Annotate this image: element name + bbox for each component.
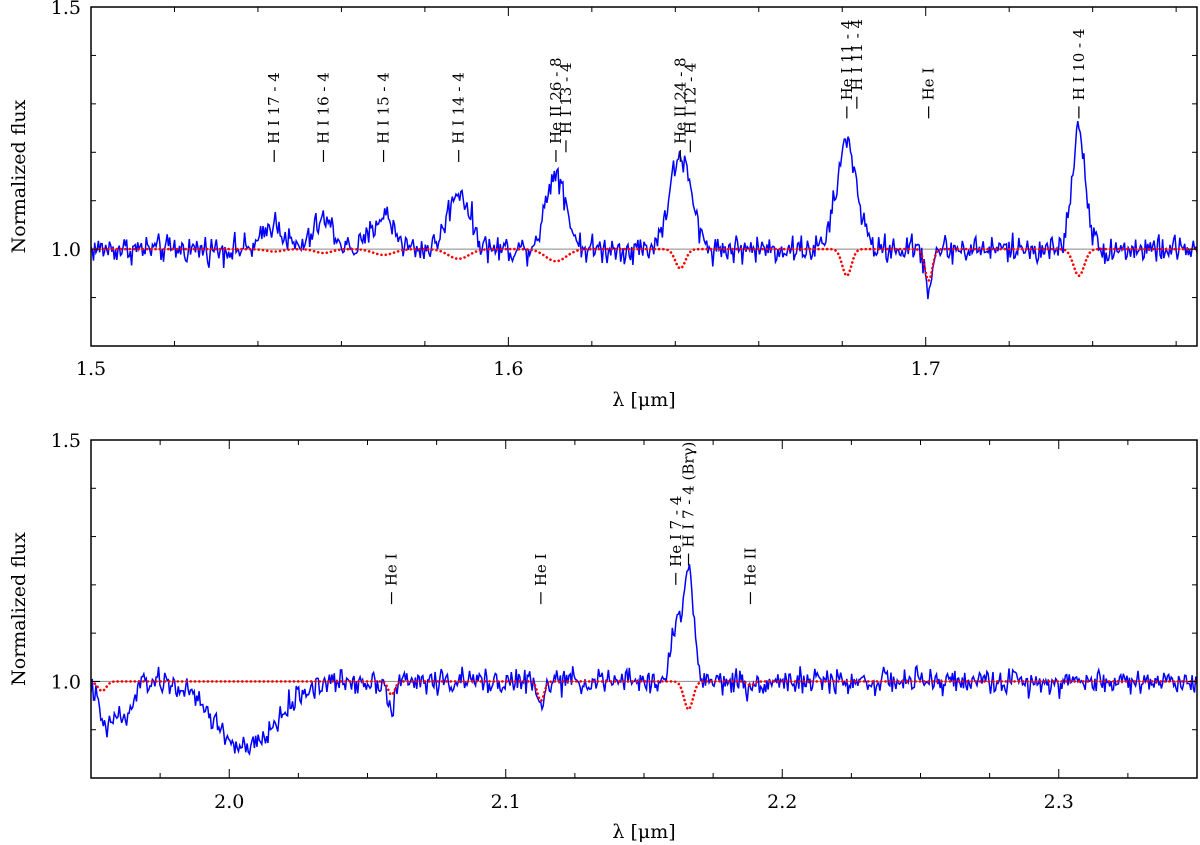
h-band-panel: 1.5 1.6 1.7 1.0 1.5 λ [μm] Normalized flux H I … [8,0,1198,411]
k-band-panel: 2.0 2.1 2.2 2.3 1.0 1.5 λ [μm] Normalized flux H… [8,430,1198,843]
line-identification-label: He I [532,553,550,586]
model-spectrum-dotted-line [91,247,1197,283]
line-identification-label: H I 7 - 4 (Brγ) [680,442,698,548]
line-identification-label: H I 16 - 4 [314,72,332,144]
line-identification-label: He II 26 - 8 [547,57,565,144]
observed-spectrum-line [91,120,1197,300]
observed-spectrum-line [91,564,1197,756]
y-axis-label: Normalized flux [8,99,30,253]
y-tick-label: 1.0 [51,239,81,261]
y-tick-label: 1.5 [51,430,81,452]
x-tick-label: 1.5 [76,358,106,380]
line-identification-label: H I 17 - 4 [265,72,283,144]
model-spectrum-dotted-line [91,680,1197,711]
line-identification-label: H I 13 - 4 [557,63,575,135]
line-identification-label: He II [741,548,759,587]
line-identification-label: H I 14 - 4 [450,72,468,144]
x-tick-label: 2.1 [491,791,521,813]
line-identification-label: H I 12 - 4 [681,63,699,135]
x-axis-label: λ [μm] [612,821,675,843]
x-tick-label: 2.3 [1044,791,1074,813]
line-identification-label: He II 24 - 8 [671,57,689,144]
x-tick-label: 1.6 [493,358,523,380]
line-identification-label: He I 7 - 4 [667,496,685,567]
line-identification-label: H I 15 - 4 [375,72,393,144]
x-axis-label: λ [μm] [612,389,675,411]
y-axis-label: Normalized flux [8,532,30,686]
plot-frame [90,6,1198,347]
x-tick-label: 1.7 [911,358,941,380]
plot-frame [90,439,1198,779]
line-identification-label: He I 11 - 4 [838,20,856,101]
y-tick-label: 1.5 [51,0,81,19]
x-tick-label: 2.2 [767,791,797,813]
x-tick-label: 2.0 [214,791,244,813]
y-tick-label: 1.0 [51,671,81,693]
line-identification-label: He I [920,68,938,101]
line-identification-label: H I 10 - 4 [1070,29,1088,101]
line-identification-label: H I 11 - 4 [848,19,866,91]
line-identification-label: He I [383,553,401,586]
